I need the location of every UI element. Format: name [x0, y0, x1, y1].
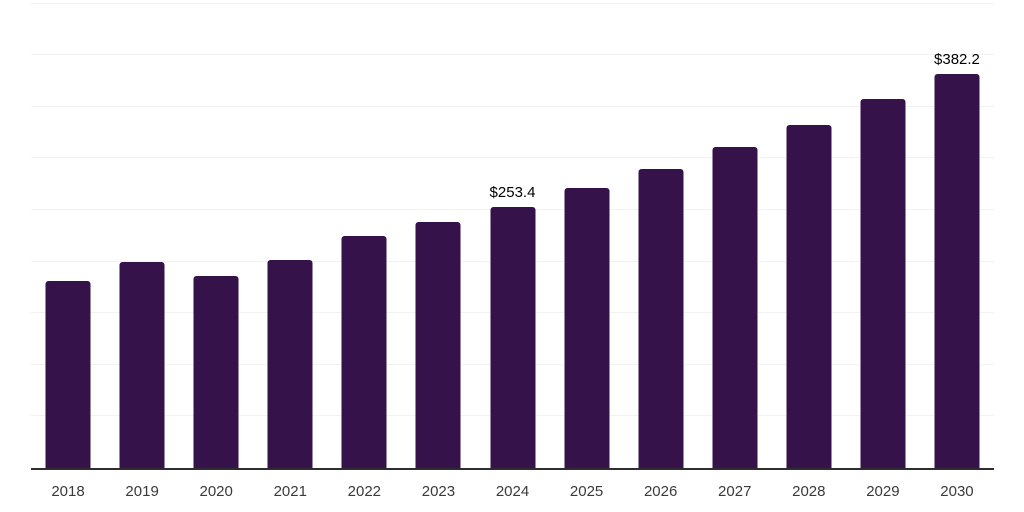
bars-container: $253.4 $382.2 [31, 0, 994, 468]
bar-2030 [934, 73, 980, 468]
bar-slot-2027 [698, 0, 772, 468]
x-axis-label-2030: 2030 [940, 483, 974, 500]
bar-2018 [45, 281, 91, 468]
bar-slot-2029 [846, 0, 920, 468]
bar-slot-2023 [401, 0, 475, 468]
bar-2022 [341, 236, 387, 468]
bar-slot-2024: $253.4 [475, 0, 549, 468]
x-axis-label-2029: 2029 [866, 483, 900, 500]
bar-slot-2020 [179, 0, 253, 468]
bar-2026 [638, 168, 684, 468]
x-axis-label-2021: 2021 [273, 483, 307, 500]
gridline-350 [31, 105, 994, 107]
bar-slot-2022 [327, 0, 401, 468]
bar-2024 [490, 206, 535, 468]
bar-2023 [415, 222, 461, 468]
plot-area: $253.4 $382.2 [31, 0, 994, 470]
x-axis-label-2024: 2024 [495, 483, 530, 500]
bar-slot-2021 [253, 0, 327, 468]
bar-chart: $253.4 $382.2 2018 2019 2020 2021 2022 2023 202… [31, 0, 994, 512]
bar-slot-2026 [624, 0, 698, 468]
bar-2025 [564, 187, 610, 468]
bar-2028 [786, 124, 832, 468]
bar-2019 [119, 262, 165, 468]
x-axis-label-2027: 2027 [718, 483, 752, 500]
bar-slot-2019 [105, 0, 179, 468]
bar-2029 [860, 98, 906, 468]
bar-slot-2028 [772, 0, 846, 468]
x-axis-label-2022: 2022 [347, 483, 382, 500]
x-axis-label-2020: 2020 [199, 483, 233, 500]
bar-2027 [712, 147, 758, 468]
bar-slot-2025 [550, 0, 624, 468]
x-axis-label-2019: 2019 [125, 483, 159, 500]
bar-2021 [267, 260, 313, 468]
value-label-2030: $382.2 [934, 50, 980, 68]
gridline-400 [31, 54, 994, 56]
x-axis-label-2018: 2018 [51, 483, 85, 500]
x-axis: 2018 2019 2020 2021 2022 2023 2024 2025 2026 2027… [31, 470, 994, 500]
bar-slot-2018 [31, 0, 105, 468]
x-axis-label-2025: 2025 [569, 483, 604, 500]
value-label-2024: $253.4 [489, 183, 536, 201]
gridline-300 [31, 157, 994, 159]
x-axis-label-2026: 2026 [643, 483, 678, 500]
bar-2020 [193, 276, 239, 468]
bar-slot-2030: $382.2 [920, 0, 994, 468]
gridline-450 [31, 2, 994, 4]
x-axis-label-2023: 2023 [421, 483, 456, 500]
x-axis-label-2028: 2028 [792, 483, 826, 500]
